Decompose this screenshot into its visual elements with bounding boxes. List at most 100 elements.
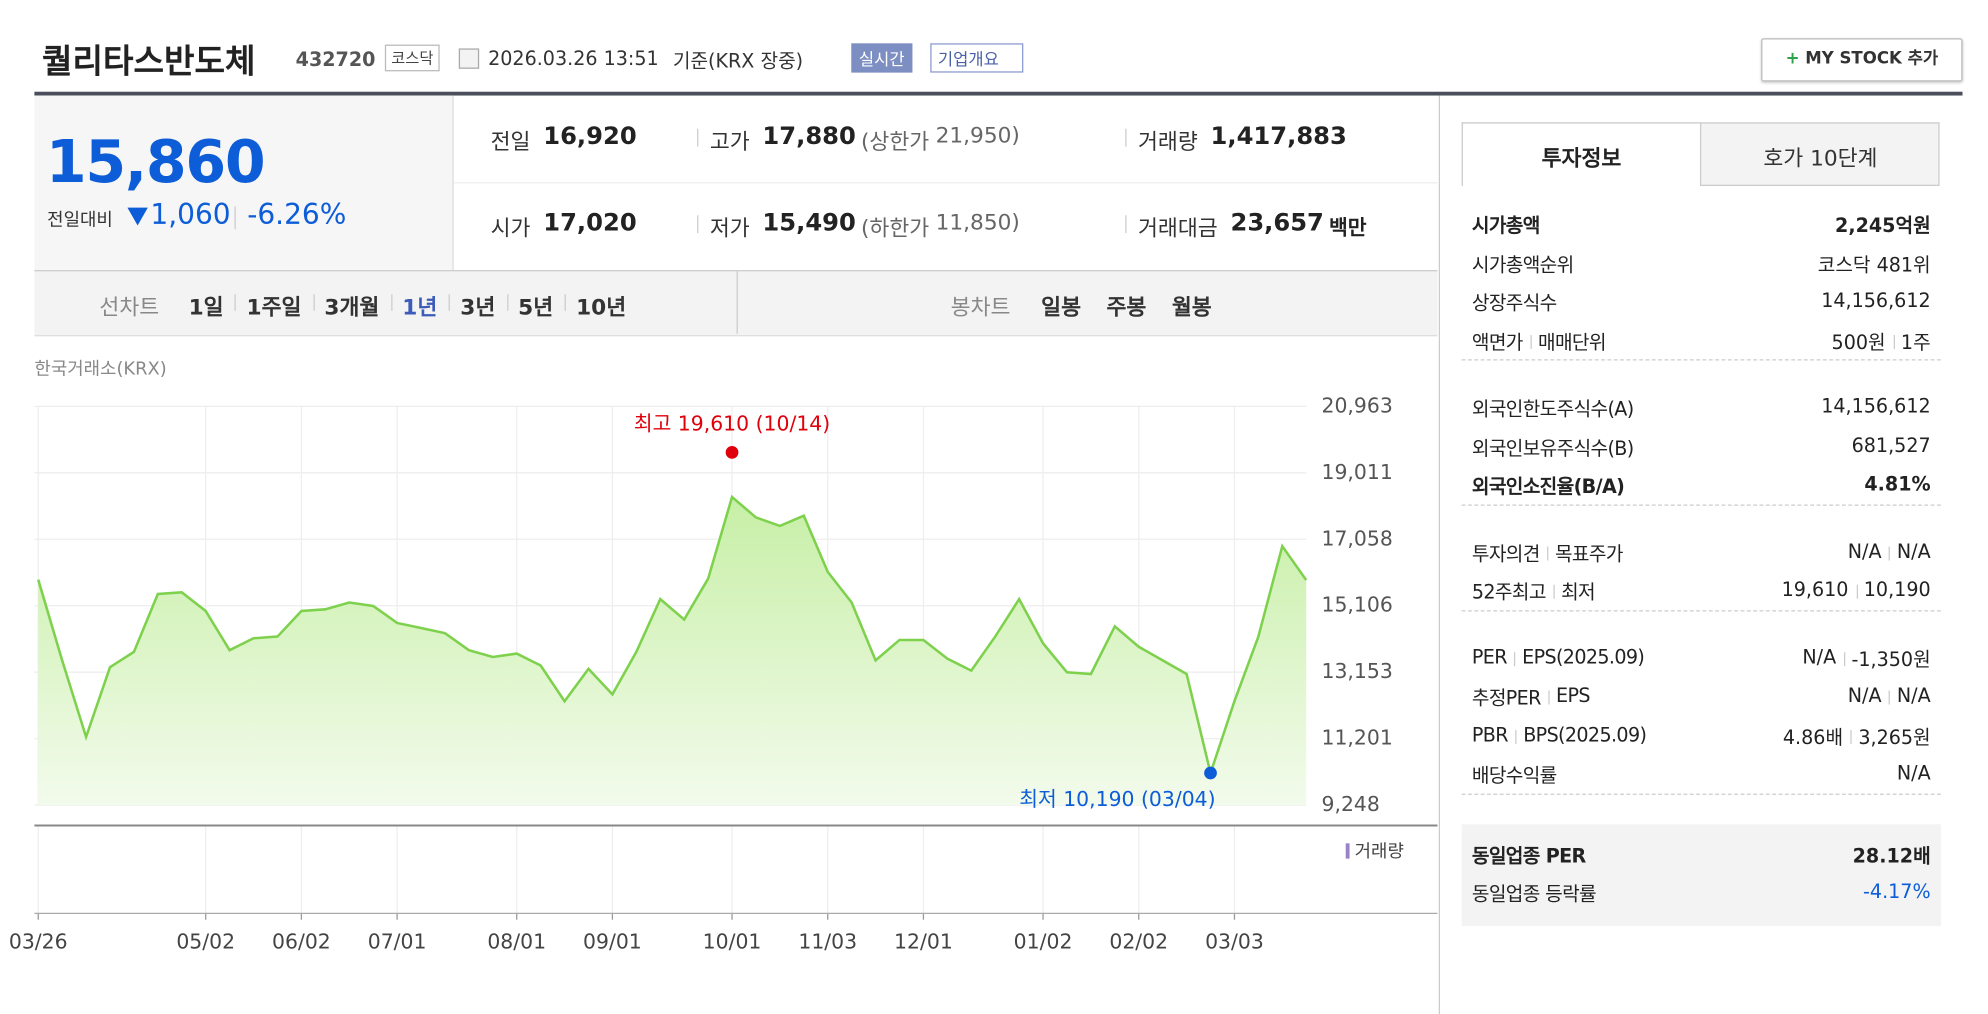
invest-value: 10,190 (1863, 578, 1931, 602)
chart-tab[interactable]: 월봉 (1171, 295, 1212, 322)
x-tick-label: 11/03 (798, 930, 857, 954)
sub-label: (상한가 (860, 129, 930, 156)
invest-value: 681,527 (1851, 433, 1931, 457)
invest-label: 액면가 (1471, 330, 1523, 354)
summary-value: 15,490 (762, 208, 856, 237)
chart-tabs (34, 270, 1438, 337)
x-tick-label: 05/02 (176, 930, 235, 954)
invest-value: 500원 (1831, 330, 1886, 354)
chart-tab[interactable]: 1주일 (246, 295, 302, 322)
invest-value: 4.81% (1864, 472, 1931, 496)
x-tick-label: 01/02 (1014, 930, 1073, 954)
separator (564, 294, 566, 311)
separator (390, 294, 393, 311)
source: 한국거래소(KRX) (34, 359, 167, 380)
separator (1553, 584, 1555, 599)
datetime: 2026.03.26 13:51 (488, 47, 659, 71)
invest-value: 4.86배 (1782, 725, 1844, 749)
my-stock-button[interactable]: + MY STOCK 추가 (1761, 38, 1963, 82)
summary-label: 저가 (709, 216, 750, 243)
my-stock-label: MY STOCK 추가 (1805, 49, 1939, 69)
invest-label: 외국인보유주식수(B) (1471, 436, 1634, 460)
invest-value: 28.12배 (1852, 843, 1931, 867)
invest-label: 시가총액 (1471, 214, 1540, 237)
separator (1548, 690, 1550, 705)
summary-value: 16,920 (543, 122, 637, 151)
summary-label: 전일 (490, 129, 531, 156)
summary-value: 17,880 (762, 122, 856, 151)
x-tick-label: 03/26 (9, 930, 68, 954)
stock-code: 432720 (295, 48, 376, 72)
invest-value: 2,245억원 (1835, 214, 1931, 237)
separator (312, 294, 315, 311)
company-info-button[interactable]: 기업개요 (930, 43, 1024, 73)
invest-value: 14,156,612 (1821, 394, 1931, 418)
separator (1125, 128, 1127, 147)
low-marker (1204, 766, 1217, 780)
invest-label: BPS(2025.09) (1523, 722, 1647, 746)
y-tick-label: 19,011 (1322, 460, 1393, 484)
y-tick-label: 11,201 (1322, 726, 1393, 750)
chart-tab[interactable]: 1일 (188, 295, 224, 322)
invest-tab[interactable]: 투자정보 (1541, 146, 1622, 172)
separator (234, 206, 236, 230)
low-label: 최저 10,190 (03/04) (1019, 787, 1215, 811)
invest-value: 14,156,612 (1821, 289, 1931, 313)
separator (1893, 334, 1895, 349)
current-price: 15,860 (45, 127, 266, 197)
chart-tab[interactable]: 일봉 (1041, 295, 1082, 322)
change-pct: -6.26% (247, 200, 347, 232)
x-tick-label: 02/02 (1109, 930, 1168, 954)
summary-label: 거래량 (1138, 129, 1198, 156)
invest-label: 동일업종 등락률 (1471, 882, 1597, 906)
high-marker (725, 446, 739, 459)
chart-tab[interactable]: 3개월 (324, 295, 380, 322)
group-divider (1461, 359, 1941, 361)
down-arrow (127, 207, 148, 226)
separator (1547, 545, 1549, 560)
chart-tab[interactable]: 3년 (460, 295, 496, 322)
invest-tab[interactable]: 호가 10단계 (1763, 146, 1878, 172)
change-value: 1,060 (150, 200, 231, 232)
separator (1889, 545, 1891, 560)
separator (1530, 334, 1532, 349)
tab-group-label: 봉차트 (950, 295, 1011, 322)
change-label: 전일대비 (47, 210, 113, 231)
invest-label: EPS(2025.09) (1522, 645, 1645, 669)
sub-value: 21,950) (935, 123, 1020, 150)
header-rule (34, 91, 1963, 96)
summary-unit: 백만 (1329, 215, 1367, 240)
calendar-icon (458, 48, 480, 69)
invest-label: 상장주식수 (1471, 291, 1557, 315)
invest-label: 외국인한도주식수(A) (1471, 397, 1634, 421)
separator (1850, 729, 1852, 744)
x-tick-label: 08/01 (487, 930, 546, 954)
price-line (37, 494, 1308, 778)
x-tick-label: 06/02 (272, 930, 331, 954)
market-badge: 코스닥 (384, 44, 440, 72)
invest-label: 추정PER (1471, 686, 1542, 710)
chart-tab[interactable]: 5년 (518, 295, 554, 322)
high-label: 최고 19,610 (10/14) (634, 411, 830, 435)
row-divider (453, 182, 1438, 184)
y-tick-label: 17,058 (1322, 526, 1393, 550)
chart-tab[interactable]: 1년 (402, 295, 438, 322)
invest-label: 배당수익률 (1471, 764, 1557, 788)
summary-label: 시가 (490, 216, 531, 243)
chart-tab[interactable]: 10년 (576, 295, 627, 322)
x-tick-label: 07/01 (368, 930, 427, 954)
separator (1515, 729, 1517, 744)
separator (1843, 651, 1846, 666)
summary-value: 1,417,883 (1210, 122, 1347, 151)
invest-value: -4.17% (1863, 880, 1931, 904)
invest-value: N/A (1896, 684, 1931, 708)
realtime-badge[interactable]: 실시간 (851, 43, 913, 73)
invest-value: 코스닥 481위 (1817, 252, 1931, 276)
chart-tab[interactable]: 주봉 (1106, 295, 1147, 322)
invest-label: 목표주가 (1554, 542, 1623, 565)
stock-name: 퀄리타스반도체 (42, 43, 256, 82)
invest-label: 최저 (1561, 580, 1596, 604)
invest-value: N/A (1847, 684, 1882, 708)
group-divider (1461, 503, 1941, 506)
